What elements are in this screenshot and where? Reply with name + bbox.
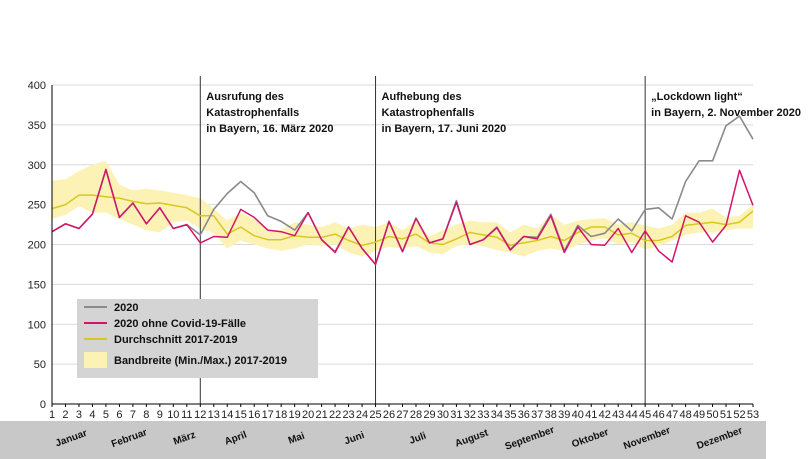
x-tick-label: 30 (437, 409, 449, 421)
annotations: Ausrufung des Katastrophenfalls in Bayern,… (206, 91, 801, 135)
y-tick-label: 150 (28, 279, 46, 291)
x-tick-label: 29 (423, 409, 435, 421)
x-tick-label: 18 (275, 409, 287, 421)
y-tick-label: 350 (28, 120, 46, 132)
x-tick-label: 32 (464, 409, 476, 421)
x-tick-label: 38 (545, 409, 557, 421)
x-tick-label: 49 (693, 409, 705, 421)
x-tick-label: 37 (531, 409, 543, 421)
legend-box (77, 299, 318, 378)
y-tick-labels: 0 50 100 150 200 250 300 350 400 (28, 80, 46, 411)
x-tick-label: 19 (289, 409, 301, 421)
legend-swatch-band (84, 352, 107, 368)
month-label: Mai (287, 431, 307, 447)
x-tick-label: 2 (62, 409, 68, 421)
x-tick-label: 20 (302, 409, 314, 421)
x-tick-label: 21 (315, 409, 327, 421)
legend-label: Bandbreite (Min./Max.) 2017-2019 (114, 355, 287, 367)
x-tick-label: 4 (89, 409, 95, 421)
annotation-text: in Bayern, 2. November 2020 (651, 107, 801, 119)
annotation-text: in Bayern, 17. Juni 2020 (382, 123, 507, 135)
legend-label: 2020 (114, 302, 138, 314)
y-tick-label: 200 (28, 240, 46, 252)
x-tick-label: 31 (450, 409, 462, 421)
annotation-text: in Bayern, 16. März 2020 (206, 123, 333, 135)
x-tick-label: 13 (208, 409, 220, 421)
x-tick-label: 22 (329, 409, 341, 421)
y-tick-label: 400 (28, 80, 46, 92)
x-tick-label: 47 (666, 409, 678, 421)
y-tick-label: 0 (40, 399, 46, 411)
x-tick-label: 42 (599, 409, 611, 421)
x-tick-label: 1 (49, 409, 55, 421)
x-tick-label: 28 (410, 409, 422, 421)
month-strip-background (0, 421, 766, 459)
x-tick-label: 43 (612, 409, 624, 421)
month-strip: Januar Februar März April Mai Juni Juli August S… (0, 421, 766, 459)
legend: 2020 2020 ohne Covid-19-Fälle Durchschnitt… (77, 299, 318, 378)
x-tick-label: 34 (491, 409, 503, 421)
y-tick-label: 250 (28, 200, 46, 212)
x-tick-label: 24 (356, 409, 368, 421)
series-line-2020-ohne-covid (51, 168, 754, 266)
x-tick-label: 50 (706, 409, 718, 421)
x-tick-label: 5 (103, 409, 109, 421)
x-tick-label: 46 (653, 409, 665, 421)
x-tick-labels: 1 2 3 4 5 6 7 8 9 10 11 12 13 14 15 16 17 18 19 20 21 22 23 24 2… (49, 404, 759, 421)
x-tick-label: 12 (194, 409, 206, 421)
annotation-text: Ausrufung des (206, 91, 284, 103)
x-tick-label: 8 (143, 409, 149, 421)
y-tick-label: 100 (28, 319, 46, 331)
annotation-text: Aufhebung des (382, 91, 462, 103)
x-tick-label: 16 (248, 409, 260, 421)
x-tick-label: 27 (396, 409, 408, 421)
x-tick-label: 3 (76, 409, 82, 421)
x-tick-label: 39 (558, 409, 570, 421)
x-tick-label: 48 (679, 409, 691, 421)
series-lines (51, 115, 754, 266)
x-tick-label: 45 (639, 409, 651, 421)
x-tick-label: 10 (167, 409, 179, 421)
x-tick-label: 53 (747, 409, 759, 421)
x-tick-label: 25 (369, 409, 381, 421)
legend-label: Durchschnitt 2017-2019 (114, 334, 238, 346)
x-tick-label: 7 (130, 409, 136, 421)
x-tick-label: 41 (585, 409, 597, 421)
x-tick-label: 35 (504, 409, 516, 421)
x-tick-label: 14 (221, 409, 233, 421)
y-tick-label: 50 (34, 359, 46, 371)
annotation-text: Katastrophenfalls (206, 107, 299, 119)
x-tick-label: 51 (720, 409, 732, 421)
x-tick-label: 6 (116, 409, 122, 421)
legend-label: 2020 ohne Covid-19-Fälle (114, 318, 246, 330)
x-tick-label: 44 (626, 409, 638, 421)
x-tick-label: 36 (518, 409, 530, 421)
x-tick-label: 11 (181, 409, 192, 421)
annotation-text: Katastrophenfalls (382, 107, 475, 119)
x-tick-label: 52 (733, 409, 745, 421)
annotation-text: „Lockdown light“ (651, 91, 743, 103)
x-tick-label: 26 (383, 409, 395, 421)
x-tick-label: 17 (262, 409, 274, 421)
x-tick-label: 15 (235, 409, 247, 421)
x-tick-label: 9 (157, 409, 163, 421)
series-line-durchschnitt-2017-2019 (51, 194, 754, 247)
x-tick-label: 23 (342, 409, 354, 421)
y-tick-label: 300 (28, 160, 46, 172)
x-tick-label: 33 (477, 409, 489, 421)
x-tick-label: 40 (572, 409, 584, 421)
